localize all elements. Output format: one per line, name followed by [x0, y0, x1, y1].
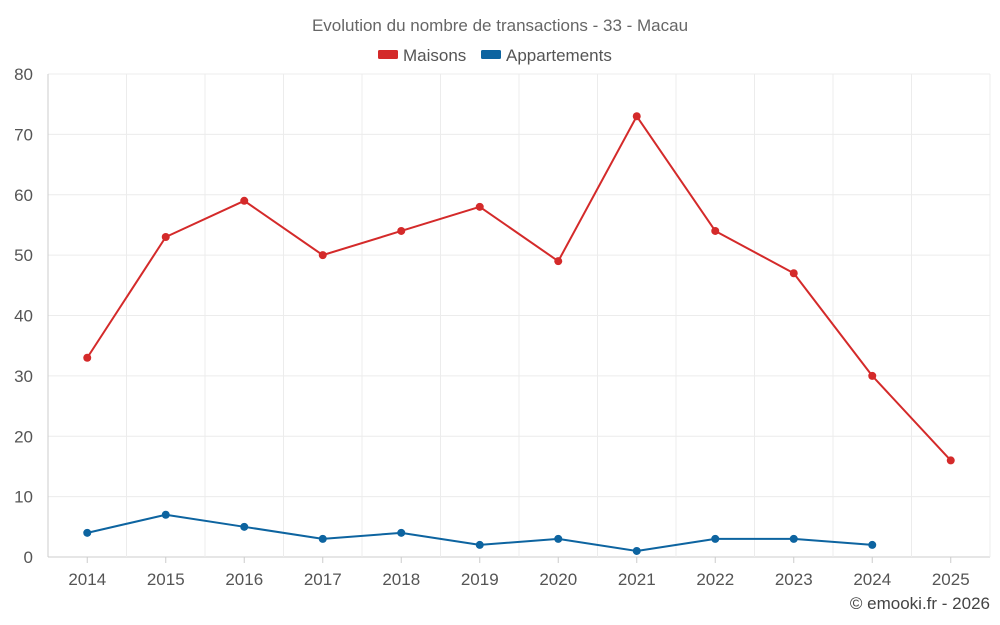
y-axis: 0 10 20 30 40 50 60 70 80	[14, 65, 33, 567]
y-tick-label: 40	[14, 307, 33, 326]
data-point-maisons[interactable]	[475, 202, 484, 211]
data-point-maisons[interactable]	[632, 112, 641, 121]
data-point-appartements[interactable]	[475, 540, 484, 549]
series-group	[83, 112, 955, 555]
data-point-appartements[interactable]	[632, 546, 641, 555]
data-point-appartements[interactable]	[240, 522, 249, 531]
y-tick-label: 10	[14, 488, 33, 507]
data-point-maisons[interactable]	[711, 226, 720, 235]
y-tick-label: 70	[14, 125, 33, 144]
data-point-appartements[interactable]	[397, 528, 406, 537]
data-point-maisons[interactable]	[318, 251, 327, 260]
legend: Maisons Appartements	[378, 46, 612, 65]
data-point-appartements[interactable]	[554, 534, 563, 543]
data-point-maisons[interactable]	[554, 257, 563, 266]
x-tick-label: 2019	[461, 570, 499, 589]
legend-label-maisons: Maisons	[403, 46, 466, 65]
y-tick-label: 80	[14, 65, 33, 84]
data-point-maisons[interactable]	[868, 371, 877, 380]
legend-label-appartements: Appartements	[506, 46, 612, 65]
x-tick-label: 2016	[225, 570, 263, 589]
x-tick-label: 2015	[147, 570, 185, 589]
y-tick-label: 0	[24, 548, 33, 567]
legend-swatch-appartements	[481, 50, 501, 59]
y-tick-label: 60	[14, 186, 33, 205]
data-point-appartements[interactable]	[868, 540, 877, 549]
x-axis: 2014 2015 2016 2017 2018 2019 2020 2021 2022 2023…	[68, 557, 970, 589]
data-point-maisons[interactable]	[397, 226, 406, 235]
data-point-maisons[interactable]	[161, 233, 170, 242]
y-tick-label: 30	[14, 367, 33, 386]
data-point-appartements[interactable]	[711, 534, 720, 543]
y-tick-label: 20	[14, 427, 33, 446]
data-point-appartements[interactable]	[83, 528, 92, 537]
data-point-maisons[interactable]	[83, 353, 92, 362]
series-line-maisons	[86, 115, 952, 462]
x-tick-label: 2022	[696, 570, 734, 589]
legend-item-appartements[interactable]: Appartements	[481, 46, 612, 65]
data-point-maisons[interactable]	[789, 269, 798, 278]
data-point-appartements[interactable]	[161, 510, 170, 519]
x-tick-label: 2017	[304, 570, 342, 589]
data-point-appartements[interactable]	[789, 534, 798, 543]
data-point-appartements[interactable]	[318, 534, 327, 543]
x-tick-label: 2024	[853, 570, 891, 589]
gridlines	[47, 73, 991, 558]
legend-swatch-maisons	[378, 50, 398, 59]
credit-text: © emooki.fr - 2026	[850, 594, 990, 613]
x-tick-label: 2014	[68, 570, 106, 589]
x-tick-label: 2021	[618, 570, 656, 589]
legend-item-maisons[interactable]: Maisons	[378, 46, 466, 65]
x-tick-label: 2020	[539, 570, 577, 589]
chart-title: Evolution du nombre de transactions - 33…	[312, 16, 688, 35]
y-tick-label: 50	[14, 246, 33, 265]
x-tick-label: 2023	[775, 570, 813, 589]
data-point-maisons[interactable]	[240, 196, 249, 205]
x-tick-label: 2025	[932, 570, 970, 589]
data-point-maisons[interactable]	[946, 456, 955, 465]
x-tick-label: 2018	[382, 570, 420, 589]
